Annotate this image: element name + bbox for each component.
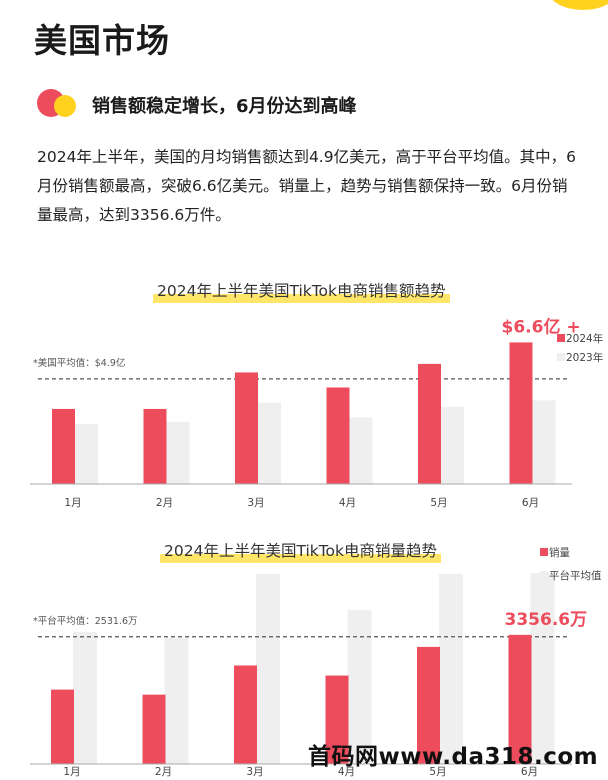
chart1-bar-2023年-4月 (348, 417, 373, 484)
section-heading: 销售额稳定增长，6月份达到高峰 (92, 96, 357, 117)
chart1-legend-2024年: 2024年 (566, 332, 603, 345)
chart1-tick-1月: 1月 (64, 497, 81, 509)
chart1-bar-2023年-2月 (165, 421, 190, 484)
watermark: 首码网www.da318.com (308, 744, 599, 770)
chart2-bar-平台平均值-5月 (439, 574, 463, 764)
chart2-tick-1月: 1月 (63, 766, 80, 778)
chart1-bar-2024年-5月 (418, 363, 441, 484)
chart2-tick-6月: 6月 (521, 766, 538, 778)
chart1-tick-4月: 4月 (339, 497, 356, 509)
chart1-legend-swatch-2023年 (557, 353, 565, 361)
chart2-legend-销量: 销量 (549, 546, 570, 559)
chart1-bar-2023年-6月 (531, 400, 556, 484)
chart2-annotation: 3356.6万 (505, 610, 588, 630)
chart2-bar-平台平均值-4月 (347, 610, 372, 764)
chart1-legend-swatch-2024年 (557, 334, 565, 342)
chart2-bar-销量-3月 (234, 665, 257, 764)
chart2-legend-swatch-销量 (540, 548, 548, 556)
chart-title-volume: 2024年上半年美国TikTok电商销量趋势 (160, 539, 442, 563)
chart2-bar-平台平均值-3月 (256, 574, 280, 764)
chart2-bar-销量-2月 (142, 694, 166, 764)
chart1-bar-2023年-1月 (74, 423, 98, 484)
chart1-tick-6月: 6月 (522, 497, 539, 509)
chart1-tick-2月: 2月 (156, 497, 173, 509)
chart2-bar-销量-6月 (508, 634, 532, 764)
section-dots-icon (37, 89, 81, 117)
chart1-bar-2024年-1月 (52, 408, 75, 484)
chart1-bar-2023年-5月 (440, 406, 464, 484)
chart1-bar-2024年-3月 (235, 372, 258, 484)
chart2-tick-3月: 3月 (246, 766, 263, 778)
chart1-annotation: $6.6亿 + (502, 316, 581, 337)
chart1-bar-2024年-6月 (509, 342, 533, 484)
chart1-legend-2023年: 2023年 (566, 351, 603, 364)
chart2-bar-销量-5月 (417, 646, 440, 764)
chart2-bar-平台平均值-2月 (164, 637, 189, 764)
chart2-legend-平台平均值: 平台平均值 (549, 569, 602, 582)
page-title: 美国市场 (34, 21, 170, 60)
chart1-tick-5月: 5月 (430, 497, 447, 509)
chart1-tick-3月: 3月 (247, 497, 264, 509)
chart2-tick-5月: 5月 (429, 766, 446, 778)
chart2-tick-4月: 4月 (338, 766, 355, 778)
chart-title-sales: 2024年上半年美国TikTok电商销售额趋势 (153, 279, 450, 303)
chart1-bar-2023年-3月 (257, 402, 281, 484)
summary-paragraph: 2024年上半年，美国的月均销售额达到4.9亿美元，高于平台平均值。其中，6月份… (37, 148, 576, 224)
chart2-bar-平台平均值-6月 (530, 573, 555, 764)
chart2-legend-swatch-平台平均值 (540, 571, 548, 579)
chart2-bar-销量-4月 (325, 675, 349, 764)
chart1-bar-2024年-4月 (326, 387, 350, 484)
chart2-reference-label: *平台平均值：2531.6万 (33, 615, 138, 627)
corner-decoration (548, 0, 608, 10)
chart2-tick-2月: 2月 (155, 766, 172, 778)
chart1-reference-label: *美国平均值：$4.9亿 (33, 357, 125, 369)
chart1-bar-2024年-2月 (143, 408, 167, 484)
chart2-bar-平台平均值-1月 (73, 631, 97, 764)
chart2-bar-销量-1月 (51, 689, 74, 764)
